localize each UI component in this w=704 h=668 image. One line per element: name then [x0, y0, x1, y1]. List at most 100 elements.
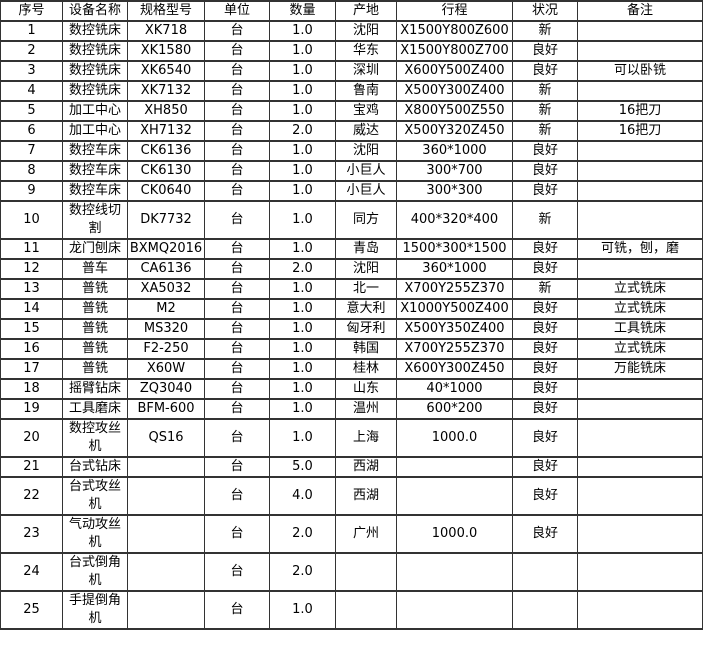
cell-name: 数控铣床: [62, 40, 128, 62]
cell-qty: 5.0: [269, 456, 336, 478]
cell-unit: 台: [204, 338, 270, 360]
cell-origin: [335, 590, 397, 630]
cell-qty: 2.0: [269, 514, 336, 554]
header-row: 序号 设备名称 规格型号 单位 数量 产地 行程 状况 备注: [0, 0, 703, 22]
cell-unit: 台: [204, 100, 270, 122]
cell-name: 数控车床: [62, 180, 128, 202]
cell-name: 普铣: [62, 358, 128, 380]
cell-qty: 1.0: [269, 140, 336, 162]
cell-origin: 西湖: [335, 456, 397, 478]
cell-unit: 台: [204, 140, 270, 162]
table-row: 13 普铣 XA5032 台 1.0 北一 X700Y255Z370 新立式铣床: [0, 278, 703, 300]
cell-condition: 良好: [512, 514, 578, 554]
table-row: 5 加工中心 XH850 台 1.0 宝鸡 X800Y500Z550 新 16把刀: [0, 100, 703, 122]
column-header-model: 规格型号: [127, 0, 205, 22]
cell-condition: 新: [512, 100, 578, 122]
cell-unit: 台: [204, 60, 270, 82]
cell-qty: 4.0: [269, 476, 336, 516]
cell-remark: [577, 398, 703, 420]
cell-name: 数控铣床: [62, 80, 128, 102]
cell-remark: [577, 160, 703, 182]
table-row: 8 数控车床 CK6130 台 1.0 小巨人 300*700 良好: [0, 160, 703, 182]
cell-name: 龙门刨床: [62, 238, 128, 260]
cell-travel: X700Y255Z370: [396, 278, 513, 300]
cell-remark: [577, 590, 703, 630]
table-row: 16 普铣 F2-250 台 1.0 韩国 X700Y255Z370 良好 立式铣床: [0, 338, 703, 360]
cell-unit: 台: [204, 552, 270, 592]
cell-unit: 台: [204, 514, 270, 554]
cell-condition: 良好: [512, 298, 578, 320]
cell-unit: 台: [204, 358, 270, 380]
cell-name: 普铣: [62, 278, 128, 300]
cell-index: 13: [0, 278, 63, 300]
cell-qty: 1.0: [269, 590, 336, 630]
cell-model: [127, 476, 205, 516]
cell-name: 数控铣床: [62, 60, 128, 82]
cell-qty: 1.0: [269, 278, 336, 300]
cell-travel: 300*700: [396, 160, 513, 182]
column-header-qty: 数量: [269, 0, 336, 22]
cell-qty: 2.0: [269, 120, 336, 142]
table-row: 4 数控铣床 XK7132 台 1.0 鲁南 X500Y300Z400 新: [0, 80, 703, 102]
cell-model: XK1580: [127, 40, 205, 62]
cell-qty: 1.0: [269, 338, 336, 360]
cell-index: 3: [0, 60, 63, 82]
cell-origin: 意大利: [335, 298, 397, 320]
cell-condition: 良好: [512, 418, 578, 458]
cell-model: XK718: [127, 20, 205, 42]
cell-qty: 2.0: [269, 258, 336, 280]
cell-travel: X500Y300Z400: [396, 80, 513, 102]
table-row: 7 数控车床 CK6136 台 1.0 沈阳 360*1000 良好: [0, 140, 703, 162]
cell-name: 气动攻丝机: [62, 514, 128, 554]
cell-model: BXMQ2016: [127, 238, 205, 260]
cell-origin: 温州: [335, 398, 397, 420]
cell-qty: 1.0: [269, 180, 336, 202]
cell-name: 数控车床: [62, 160, 128, 182]
cell-travel: 40*1000: [396, 378, 513, 400]
cell-condition: 良好: [512, 338, 578, 360]
cell-travel: [396, 476, 513, 516]
cell-origin: 广州: [335, 514, 397, 554]
cell-name: 摇臂钻床: [62, 378, 128, 400]
cell-name: 数控线切割: [62, 200, 128, 240]
cell-qty: 1.0: [269, 418, 336, 458]
cell-condition: 良好: [512, 160, 578, 182]
cell-remark: [577, 180, 703, 202]
column-header-remark: 备注: [577, 0, 703, 22]
cell-travel: [396, 456, 513, 478]
table-row: 14 普铣 M2 台 1.0 意大利 X1000Y500Z400 良好 立式铣床: [0, 298, 703, 320]
cell-remark: [577, 552, 703, 592]
cell-condition: 新: [512, 80, 578, 102]
cell-unit: 台: [204, 258, 270, 280]
cell-model: X60W: [127, 358, 205, 380]
cell-index: 14: [0, 298, 63, 320]
cell-model: F2-250: [127, 338, 205, 360]
cell-condition: 良好: [512, 456, 578, 478]
cell-remark: [577, 80, 703, 102]
cell-model: MS320: [127, 318, 205, 340]
cell-origin: 宝鸡: [335, 100, 397, 122]
cell-travel: [396, 552, 513, 592]
cell-model: ZQ3040: [127, 378, 205, 400]
cell-model: [127, 552, 205, 592]
cell-travel: X1000Y500Z400: [396, 298, 513, 320]
cell-name: 台式攻丝机: [62, 476, 128, 516]
column-header-unit: 单位: [204, 0, 270, 22]
table-row: 19 工具磨床 BFM-600 台 1.0 温州 600*200 良好: [0, 398, 703, 420]
cell-travel: X800Y500Z550: [396, 100, 513, 122]
table-row: 17 普铣 X60W 台 1.0 桂林 X600Y300Z450 良好 万能铣床: [0, 358, 703, 380]
cell-index: 5: [0, 100, 63, 122]
cell-remark: [577, 378, 703, 400]
cell-condition: 良好: [512, 378, 578, 400]
cell-qty: 1.0: [269, 378, 336, 400]
cell-remark: 可以卧铣: [577, 60, 703, 82]
cell-remark: [577, 40, 703, 62]
cell-name: 工具磨床: [62, 398, 128, 420]
table-row: 1 数控铣床 XK718 台 1.0 沈阳 X1500Y800Z600 新: [0, 20, 703, 42]
cell-unit: 台: [204, 456, 270, 478]
cell-condition: 良好: [512, 60, 578, 82]
cell-model: XH850: [127, 100, 205, 122]
cell-origin: 山东: [335, 378, 397, 400]
cell-name: 台式钻床: [62, 456, 128, 478]
cell-travel: 360*1000: [396, 258, 513, 280]
